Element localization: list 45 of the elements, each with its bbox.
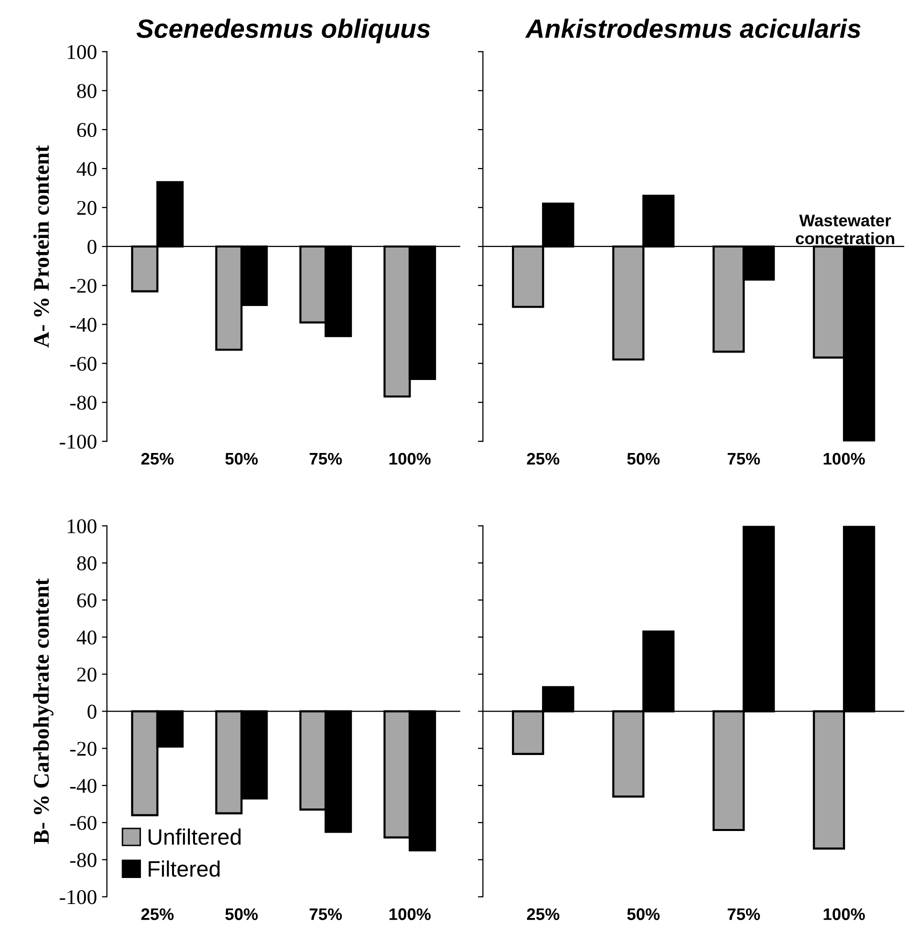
y-axis-title: A- % Protein content (33, 145, 49, 348)
y-tick-label: 80 (77, 84, 96, 98)
x-tick-label: 25% (526, 908, 560, 920)
y-tick-label: -80 (70, 853, 96, 868)
y-tick-label: 0 (88, 704, 96, 719)
y-tick-label: 100 (68, 45, 96, 60)
x-tick-label: 50% (225, 908, 258, 920)
annotation: Wastewater concetration (796, 214, 894, 244)
x-tick-label: 25% (526, 452, 560, 465)
y-tick-label: 80 (77, 556, 96, 570)
x-tick-label: 75% (728, 908, 760, 920)
legend-label: Unfiltered (148, 828, 241, 845)
x-tick-label: 50% (225, 452, 258, 465)
y-tick-label: 100 (68, 519, 96, 534)
y-tick-label: 0 (88, 240, 96, 254)
x-tick-label: 75% (310, 908, 342, 920)
x-tick-label: 100% (390, 908, 431, 920)
chart-title: Ankistrodesmus acicularis (525, 18, 861, 38)
y-tick-label: 40 (76, 630, 96, 645)
y-tick-label: 60 (77, 122, 96, 138)
x-tick-label: 25% (141, 908, 174, 920)
y-tick-label: -80 (70, 396, 96, 410)
x-tick-label: 100% (390, 452, 431, 465)
x-tick-label: 100% (824, 452, 865, 465)
y-tick-label: -60 (70, 356, 96, 371)
y-tick-label: 20 (77, 668, 96, 682)
x-tick-label: 50% (627, 908, 660, 920)
legend-label: Filtered (148, 860, 220, 877)
y-tick-label: 60 (77, 593, 96, 608)
chart-title: Scenedesmus obliquus (136, 18, 430, 44)
y-tick-label: 20 (77, 200, 96, 215)
x-tick-label: 50% (627, 452, 660, 465)
y-tick-label: -60 (70, 816, 96, 830)
y-tick-label: -100 (60, 434, 96, 449)
x-tick-label: 75% (310, 452, 342, 465)
y-tick-label: -20 (70, 278, 96, 293)
x-tick-label: 100% (824, 908, 865, 920)
y-tick-label: -100 (60, 890, 96, 904)
y-tick-label: -40 (70, 778, 96, 793)
x-tick-label: 75% (728, 452, 760, 465)
y-tick-label: -20 (70, 742, 96, 756)
x-tick-label: 25% (141, 452, 174, 465)
y-tick-label: -40 (70, 318, 96, 332)
y-axis-title: B- % Carbohydrate content (33, 578, 54, 844)
y-tick-label: 40 (76, 162, 96, 176)
